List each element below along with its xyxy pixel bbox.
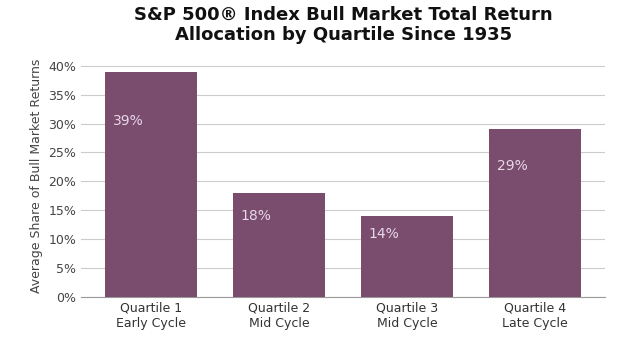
Text: 29%: 29% — [497, 159, 528, 173]
Text: 14%: 14% — [369, 227, 399, 241]
Y-axis label: Average Share of Bull Market Returns: Average Share of Bull Market Returns — [30, 58, 43, 293]
Bar — [233, 193, 325, 297]
Bar — [361, 216, 454, 297]
Bar — [489, 129, 582, 297]
Text: 39%: 39% — [112, 114, 144, 128]
Title: S&P 500® Index Bull Market Total Return
Allocation by Quartile Since 1935: S&P 500® Index Bull Market Total Return … — [134, 6, 552, 45]
Bar — [105, 72, 197, 297]
Text: 18%: 18% — [241, 209, 271, 223]
